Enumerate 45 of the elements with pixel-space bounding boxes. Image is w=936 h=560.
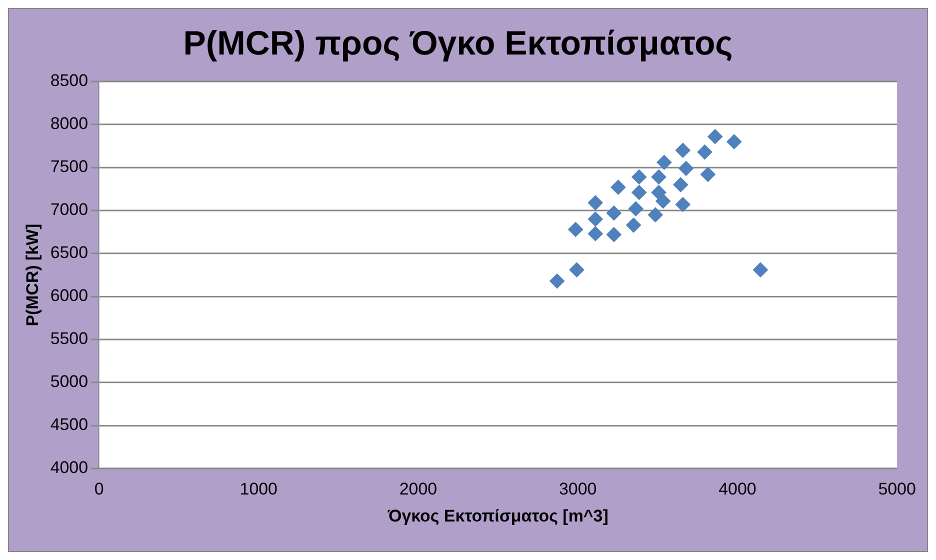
x-axis-title: Όγκος Εκτοπίσματος [m^3]	[386, 506, 608, 526]
x-tick-label: 4000	[718, 479, 756, 498]
point	[588, 212, 603, 227]
x-tick-label: 1000	[240, 479, 278, 498]
point	[752, 262, 768, 278]
point	[651, 170, 666, 184]
chart-title: P(MCR) προς Όγκο Εκτοπίσματος	[183, 24, 733, 63]
y-tick-label: 4000	[50, 458, 88, 478]
point	[632, 170, 647, 184]
point	[697, 144, 712, 160]
x-tick-label: 3000	[558, 479, 597, 498]
point	[606, 227, 622, 242]
y-tick-label: 8500	[50, 71, 88, 90]
y-tick-label: 8000	[50, 114, 88, 134]
point	[648, 207, 663, 222]
y-axis-title: P(MCR) [kW]	[22, 224, 42, 326]
point	[628, 201, 644, 216]
x-tick-label: 0	[94, 479, 104, 498]
point	[708, 129, 723, 144]
point	[678, 160, 694, 176]
point	[656, 154, 672, 170]
y-tick-label: 6000	[50, 286, 88, 306]
point	[626, 218, 642, 233]
point	[656, 194, 671, 209]
x-tick-label: 2000	[399, 479, 438, 498]
point	[606, 206, 622, 221]
point	[726, 134, 742, 150]
point	[569, 262, 584, 278]
point	[632, 184, 647, 200]
y-tick-label: 6500	[50, 243, 88, 262]
y-tick-label: 7000	[50, 200, 88, 220]
point	[568, 222, 584, 237]
y-tick-label: 7500	[50, 157, 88, 176]
point	[588, 195, 603, 210]
point	[700, 166, 716, 182]
x-tick-label: 5000	[878, 479, 916, 498]
point	[675, 197, 690, 212]
point	[675, 142, 690, 158]
point	[610, 180, 626, 195]
y-tick-label: 4500	[50, 415, 88, 434]
point	[588, 226, 603, 242]
y-tick-label: 5000	[50, 372, 88, 392]
y-tick-label: 5500	[50, 329, 88, 348]
point	[673, 177, 688, 192]
point	[550, 274, 565, 289]
